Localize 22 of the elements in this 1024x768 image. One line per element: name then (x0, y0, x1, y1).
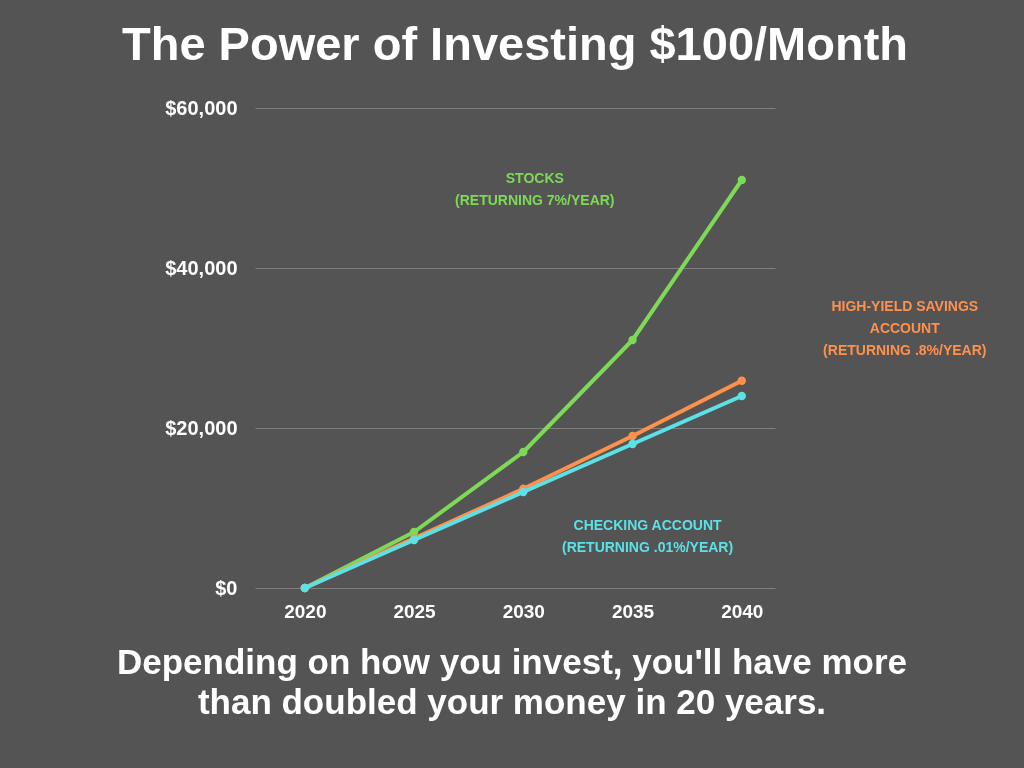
point (628, 335, 637, 345)
y-tick-label: $60,000 (165, 96, 238, 119)
text: CHECKING ACCOUNT (RETURNING .01%/YEAR) (561, 517, 734, 555)
point (737, 175, 746, 185)
x-tick-label: 2025 (393, 600, 437, 622)
text: HIGH-YIELD SAVINGS ACCOUNT (RETURNING .8%/YEAR) (823, 297, 987, 358)
point (519, 447, 528, 457)
y-tick-label: $20,000 (165, 416, 238, 439)
x-tick-label: 2040 (721, 600, 764, 622)
text: STOCKS (RETURNING 7%/YEAR) (455, 170, 615, 208)
point (737, 391, 746, 401)
chart-title: The Power of Investing $100/Month (121, 17, 909, 70)
point (737, 376, 746, 385)
x-tick-label: 2035 (611, 600, 655, 622)
point (628, 439, 637, 449)
y-tick-label: $40,000 (165, 256, 238, 279)
text: Depending on how you invest, you'll have more than doubled your money in 20 years. (116, 642, 908, 721)
x-tick-label: 2020 (284, 600, 327, 622)
point (628, 431, 637, 441)
point (519, 487, 528, 497)
x-tick-label: 2030 (502, 600, 545, 622)
y-tick-label: $0 (215, 576, 238, 599)
